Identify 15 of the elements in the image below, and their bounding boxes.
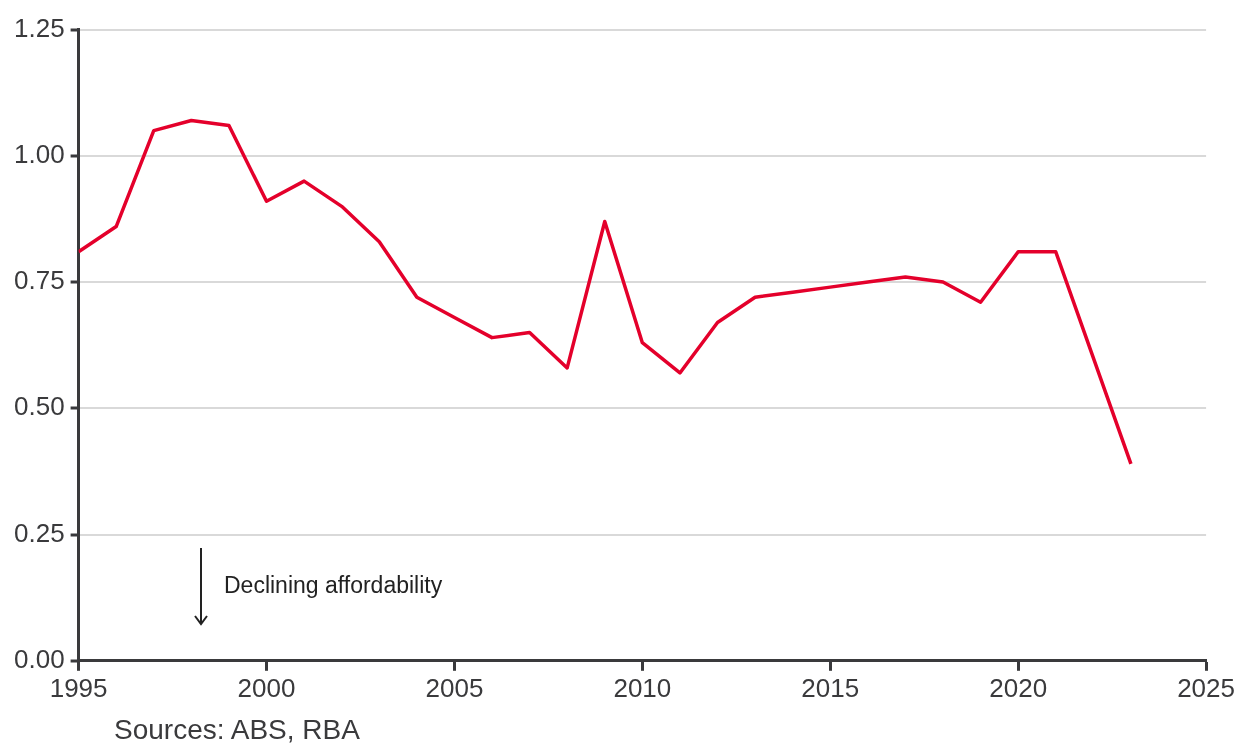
x-tick-label: 2000 [237,672,296,703]
y-tick-label: 0.50 [13,391,65,422]
x-tick-label: 2020 [989,672,1048,703]
x-tick-label: 2015 [801,672,860,703]
y-tick-label: 1.25 [13,12,65,43]
x-tick-label: 2010 [613,672,672,703]
x-tick-label: 2025 [1177,672,1235,703]
y-tick-label: 1.00 [13,139,65,170]
y-tick-label: 0.25 [13,517,65,548]
y-tick-label: 0.75 [13,265,65,296]
x-tick-label: 1995 [49,672,108,703]
source-note: Sources: ABS, RBA [114,714,361,746]
y-tick-label: 0.00 [13,643,65,674]
annotation: Declining affordability [224,572,443,599]
x-tick-label: 2005 [425,672,484,703]
